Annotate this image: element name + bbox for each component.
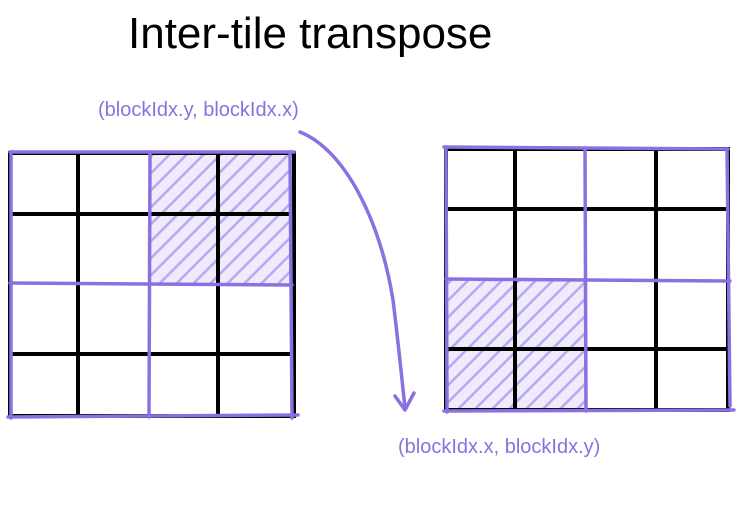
transpose-arrow [298,130,407,410]
source-grid [6,150,300,420]
tile-boundaries [6,150,300,420]
diagram-title: Inter-tile transpose [128,9,493,58]
tile-boundaries [442,145,736,414]
arrow-head-icon [393,391,416,412]
target-block-index-label: (blockIdx.x, blockIdx.y) [398,436,601,458]
source-block-index-label: (blockIdx.y, blockIdx.x) [98,99,299,121]
target-grid [442,145,736,414]
